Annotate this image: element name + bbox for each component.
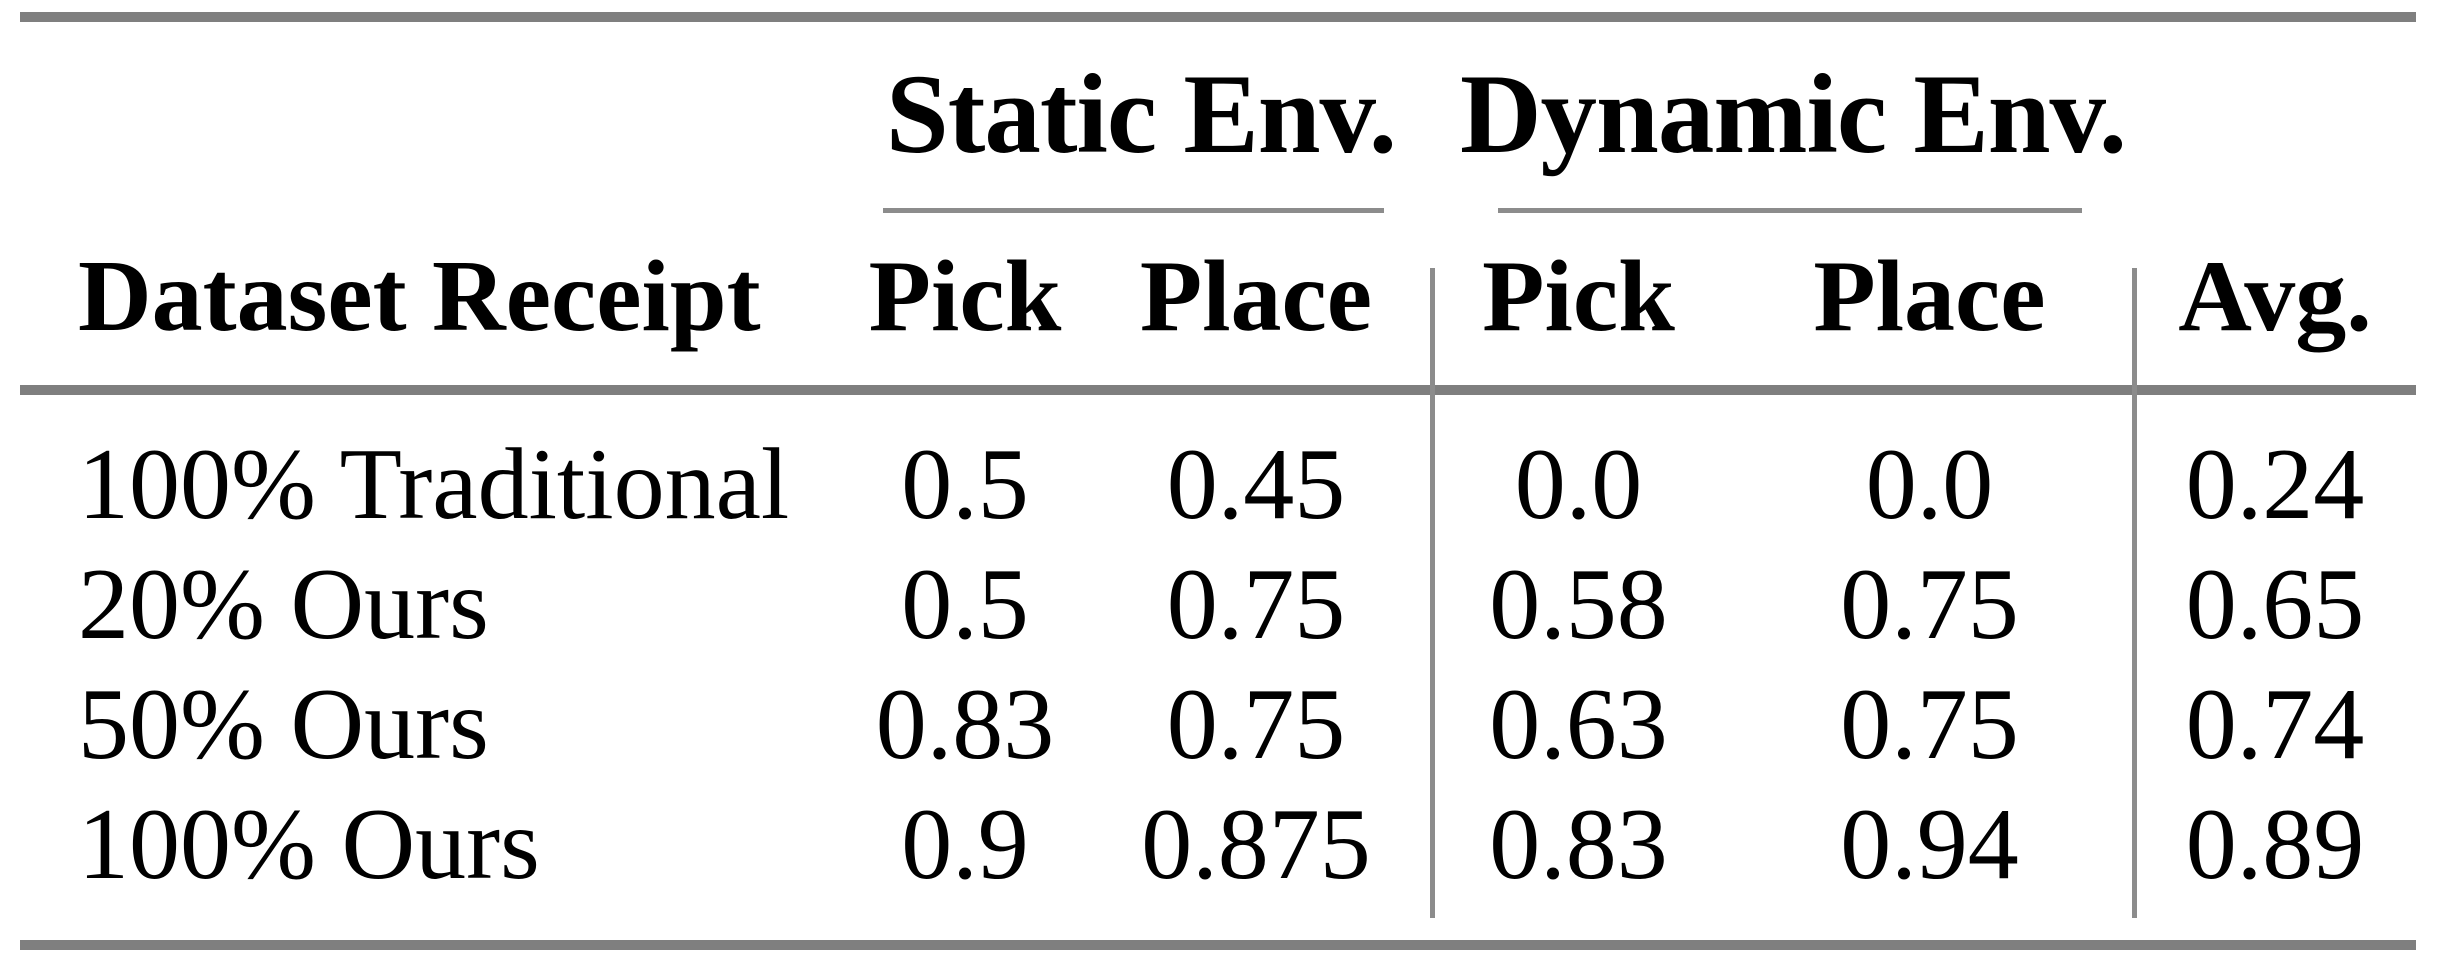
avg-value: 0.65 — [2185, 547, 2365, 661]
row-label: 100% Ours — [78, 787, 540, 901]
table-row: 100% Traditional 0.5 0.45 0.0 0.0 0.24 — [20, 424, 2416, 544]
dynamic-pick-value: 0.0 — [1514, 427, 1643, 541]
row-label: 50% Ours — [78, 667, 489, 781]
table-row: 20% Ours 0.5 0.75 0.58 0.75 0.65 — [20, 544, 2416, 664]
dynamic-pick-value: 0.83 — [1489, 787, 1668, 901]
vertical-divider-avg — [2132, 268, 2137, 918]
col-header-avg: Avg. — [2178, 239, 2372, 353]
row-label: 20% Ours — [78, 547, 489, 661]
static-group-underline — [883, 208, 1384, 213]
static-pick-value: 0.5 — [901, 427, 1029, 541]
table-top-rule — [20, 12, 2416, 22]
static-pick-value: 0.83 — [875, 667, 1055, 781]
static-place-value: 0.45 — [1166, 427, 1346, 541]
dynamic-place-value: 0.0 — [1865, 427, 1994, 541]
vertical-divider-static-dynamic — [1430, 268, 1435, 918]
static-pick-value: 0.9 — [901, 787, 1029, 901]
dynamic-place-value: 0.94 — [1840, 787, 2019, 901]
col-header-dynamic-pick: Pick — [1482, 239, 1675, 353]
dynamic-pick-value: 0.63 — [1489, 667, 1668, 781]
table-bottom-rule — [20, 940, 2416, 950]
col-header-static-place: Place — [1139, 239, 1373, 353]
table-header-row: Dataset Receipt Pick Place Pick Place Av… — [20, 238, 2416, 354]
table-row: 100% Ours 0.9 0.875 0.83 0.94 0.89 — [20, 784, 2416, 904]
static-pick-value: 0.5 — [901, 547, 1029, 661]
dynamic-pick-value: 0.58 — [1489, 547, 1668, 661]
row-label: 100% Traditional — [78, 427, 790, 541]
col-header-dataset: Dataset Receipt — [78, 239, 761, 353]
col-header-static-pick: Pick — [868, 239, 1062, 353]
table-header-rule — [20, 385, 2416, 395]
static-place-value: 0.75 — [1166, 667, 1346, 781]
dynamic-group-underline — [1498, 208, 2082, 213]
avg-value: 0.89 — [2185, 787, 2365, 901]
dynamic-place-value: 0.75 — [1840, 667, 2019, 781]
static-place-value: 0.75 — [1166, 547, 1346, 661]
static-place-value: 0.875 — [1141, 787, 1371, 901]
dynamic-env-group-header: Dynamic Env. — [1459, 52, 2127, 177]
dynamic-place-value: 0.75 — [1840, 547, 2019, 661]
static-env-group-header: Static Env. — [885, 52, 1397, 177]
table-row: 50% Ours 0.83 0.75 0.63 0.75 0.74 — [20, 664, 2416, 784]
avg-value: 0.74 — [2185, 667, 2365, 781]
col-header-dynamic-place: Place — [1813, 239, 2046, 353]
avg-value: 0.24 — [2185, 427, 2365, 541]
